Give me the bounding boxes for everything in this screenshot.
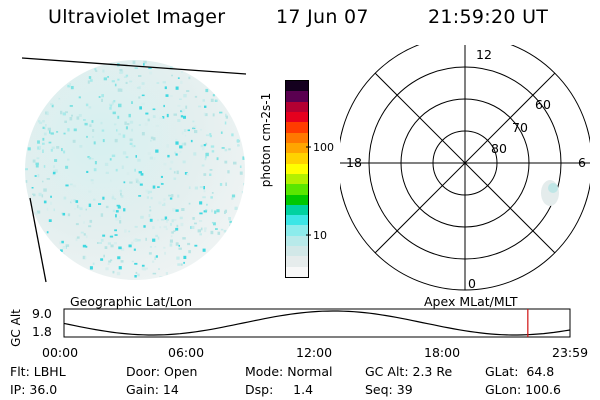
image-frame-left-edge	[29, 197, 47, 283]
info-door: Door: Open	[126, 364, 198, 379]
coord-label-geographic: Geographic Lat/Lon	[70, 294, 192, 309]
coord-label-apex: Apex MLat/MLT	[424, 294, 518, 309]
polar-lat-80: 80	[491, 141, 507, 156]
auroral-speckle-layer	[25, 60, 245, 279]
info-gc-alt: GC Alt: 2.3 Re	[365, 364, 453, 379]
info-gain: Gain: 14	[126, 382, 179, 397]
timeline-xtick-0600: 06:00	[168, 345, 205, 360]
polar-lat-60: 60	[535, 97, 551, 112]
timeline-frame	[63, 308, 571, 338]
timeline-xtick-1800: 18:00	[424, 345, 461, 360]
polar-label-18: 18	[346, 155, 362, 170]
timeline-ytick-low: 1.8	[32, 324, 52, 339]
polar-label-6: 6	[578, 155, 586, 170]
info-dsp: Dsp: 1.4	[245, 382, 314, 397]
color-bar-ticks: 100 10	[306, 141, 334, 242]
altitude-curve	[63, 310, 571, 336]
info-glat: GLat: 64.8	[485, 364, 555, 379]
colorbar-tick-10: 10	[313, 229, 327, 242]
colorbar-tick-100: 100	[313, 141, 334, 154]
polar-plot	[340, 45, 590, 291]
info-mode: Mode: Normal	[245, 364, 333, 379]
color-bar	[285, 80, 309, 278]
app-title: Ultraviolet Imager	[48, 6, 226, 28]
polar-label-12: 12	[476, 47, 492, 62]
polar-diagonal-2	[374, 72, 556, 254]
info-ip: IP: 36.0	[10, 382, 58, 397]
polar-label-0: 0	[468, 276, 476, 291]
info-seq: Seq: 39	[365, 382, 413, 397]
timeline-xtick-2359: 23:59	[552, 345, 589, 360]
timeline-xtick-1200: 12:00	[296, 345, 333, 360]
polar-lat-70: 70	[512, 120, 528, 135]
timeline-xtick-0000: 00:00	[42, 345, 79, 360]
image-frame-top-edge	[21, 57, 247, 75]
info-filter: Flt: LBHL	[10, 364, 66, 379]
observation-date: 17 Jun 07	[276, 6, 369, 28]
info-glon: GLon: 100.6	[485, 382, 561, 397]
observation-time: 21:59:20 UT	[428, 6, 549, 28]
timeline-ytick-high: 9.0	[32, 306, 52, 321]
